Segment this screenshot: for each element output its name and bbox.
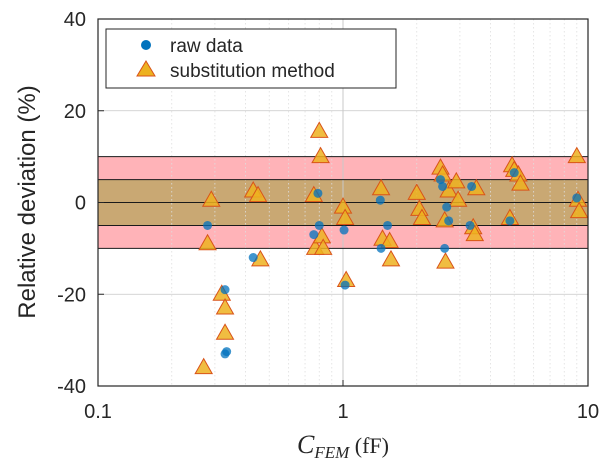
raw-data-point <box>509 168 519 178</box>
substitution-point <box>371 178 391 196</box>
raw-data-point <box>383 220 393 230</box>
y-tick-label: -20 <box>57 284 86 306</box>
x-tick-label: 1 <box>337 401 348 423</box>
substitution-point <box>412 208 432 226</box>
raw-data-point <box>340 280 350 290</box>
raw-data-point <box>314 220 324 230</box>
legend-raw-label: raw data <box>170 36 243 57</box>
substitution-point <box>446 171 466 189</box>
y-tick-label: 40 <box>64 9 86 31</box>
substitution-point <box>311 146 330 164</box>
substitution-point <box>313 238 333 255</box>
raw-data-point <box>465 220 475 230</box>
raw-data-point <box>572 193 582 203</box>
y-tick-label: 0 <box>75 193 86 215</box>
y-tick-label: 20 <box>64 101 86 123</box>
raw-data-point <box>222 347 232 357</box>
raw-data-point <box>467 181 477 191</box>
substitution-point <box>465 224 485 242</box>
series-substitution-method <box>194 121 589 375</box>
substitution-point <box>511 174 530 191</box>
x-axis-label-unit: (fF) <box>349 433 389 458</box>
substitution-point <box>309 121 329 138</box>
legend: raw data substitution method <box>105 28 397 89</box>
raw-data-point <box>444 216 454 226</box>
substitution-point <box>201 190 221 207</box>
raw-data-point <box>220 285 230 295</box>
reference-lines <box>98 156 588 249</box>
raw-data-point <box>375 195 385 205</box>
x-axis-label: CFEM (fF) <box>297 430 389 462</box>
legend-raw-marker <box>141 40 151 50</box>
raw-data-point <box>309 230 319 240</box>
legend-substitution-marker <box>136 60 156 77</box>
raw-data-point <box>376 243 386 253</box>
substitution-point <box>407 183 427 200</box>
substitution-point <box>380 231 399 248</box>
y-axis-label: Relative deviation (%) <box>14 85 41 318</box>
substitution-point <box>194 357 214 375</box>
substitution-point <box>215 323 235 340</box>
data-series <box>194 121 589 375</box>
substitution-point <box>335 208 355 226</box>
raw-data-point <box>203 220 213 230</box>
legend-box <box>105 28 397 89</box>
raw-data-point <box>339 225 349 235</box>
legend-substitution-label: substitution method <box>170 61 335 82</box>
series-raw-data <box>203 168 582 359</box>
raw-data-point <box>248 253 258 263</box>
raw-data-point <box>313 188 323 198</box>
x-axis-label-subscript: FEM <box>313 443 350 462</box>
substitution-point <box>215 297 235 315</box>
substitution-point <box>248 185 268 203</box>
raw-data-point <box>435 175 445 185</box>
substitution-point <box>569 201 589 219</box>
substitution-point <box>448 190 468 207</box>
substitution-point <box>198 233 217 251</box>
y-tick-label: -40 <box>57 376 86 398</box>
x-tick-label: 10 <box>577 401 599 423</box>
substitution-point <box>567 146 587 164</box>
raw-data-point <box>442 202 452 212</box>
raw-data-point <box>438 181 448 191</box>
x-tick-label: 0.1 <box>84 401 112 423</box>
x-axis-label-main: C <box>297 430 315 459</box>
raw-data-point <box>440 243 450 253</box>
substitution-point <box>381 249 401 267</box>
raw-data-point <box>505 216 515 226</box>
substitution-point <box>436 252 455 269</box>
axis-ticks: 0.1 1 10 -40 -20 0 20 40 <box>57 9 599 423</box>
